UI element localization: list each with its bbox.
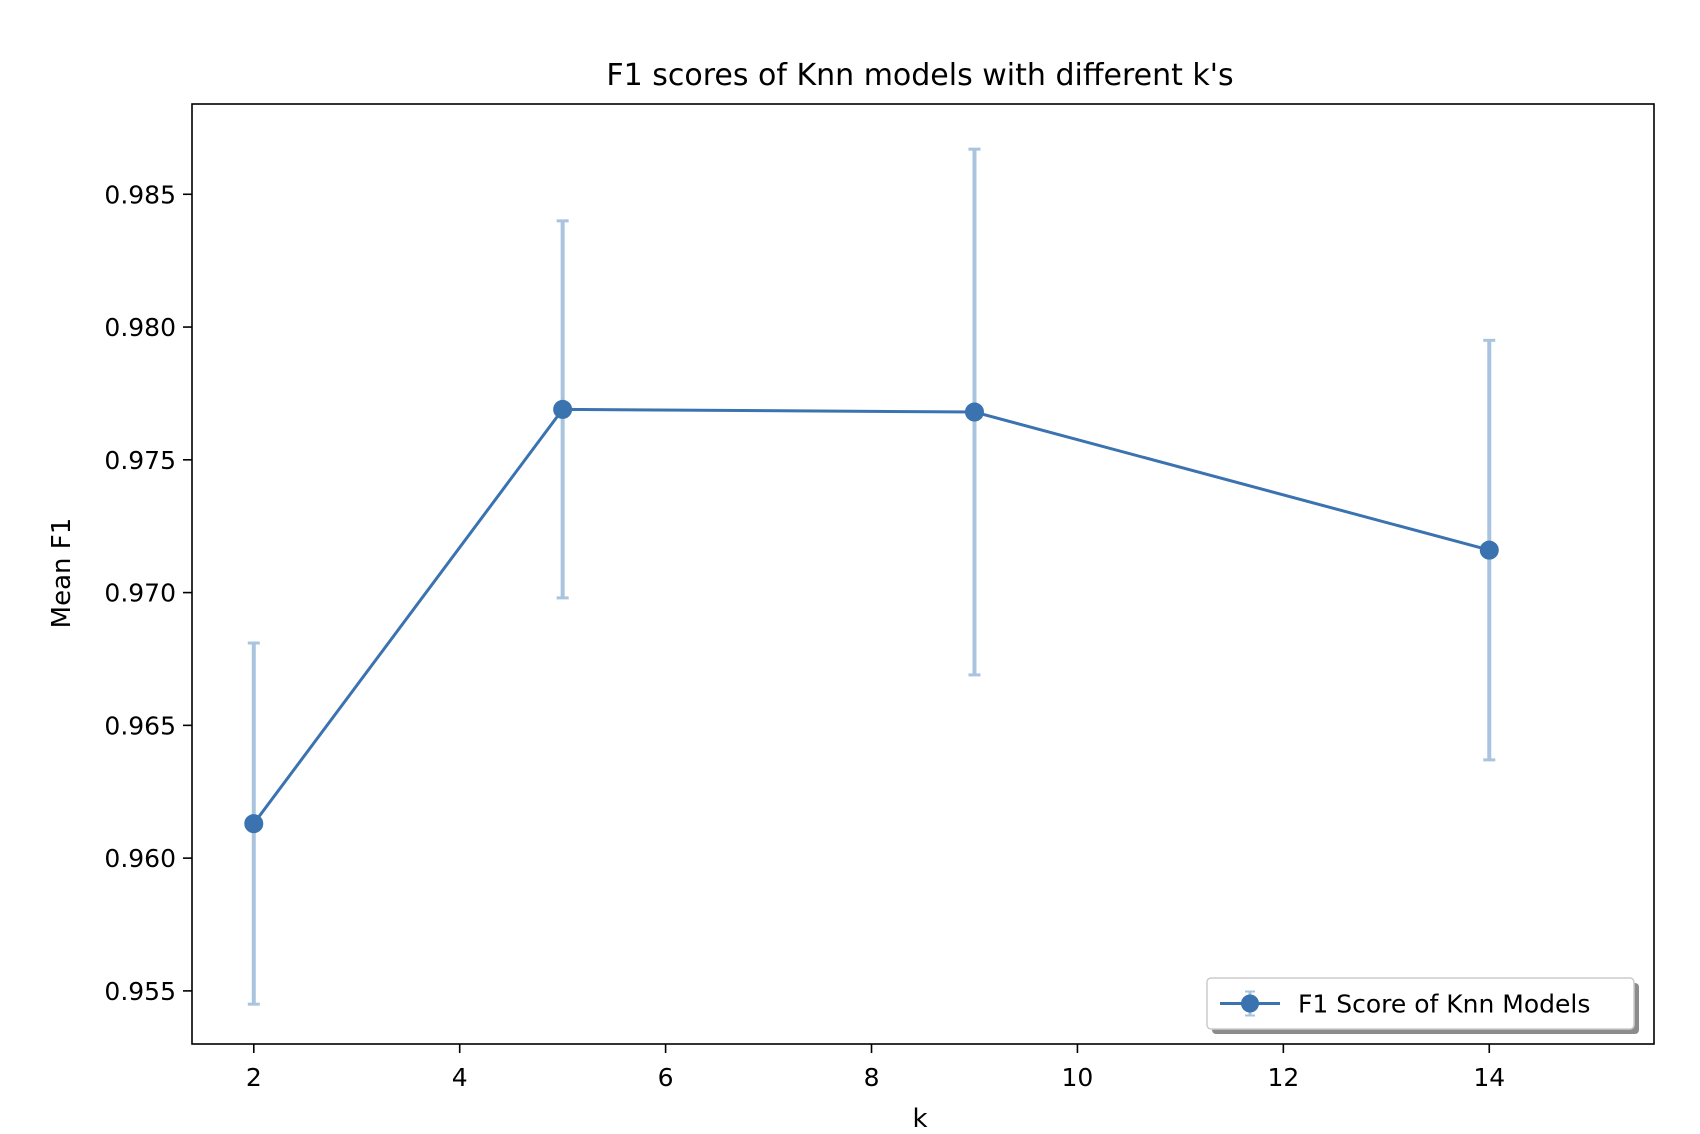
x-tick-label: 14 [1473, 1063, 1505, 1092]
series-line [252, 407, 1490, 825]
y-tick-label: 0.975 [104, 446, 176, 475]
y-tick-label: 0.965 [104, 711, 176, 740]
data-point [964, 402, 984, 422]
plot-area [244, 147, 1499, 1006]
x-tick-label: 4 [452, 1063, 468, 1092]
x-axis-label: k [912, 1104, 927, 1134]
legend-label: F1 Score of Knn Models [1298, 990, 1590, 1019]
x-axis: 2 4 6 8 10 12 14 [246, 1044, 1505, 1092]
y-tick-label: 0.980 [104, 313, 176, 342]
data-point [244, 814, 264, 834]
x-tick-label: 10 [1062, 1063, 1094, 1092]
y-tick-label: 0.970 [104, 579, 176, 608]
x-tick-label: 12 [1267, 1063, 1299, 1092]
chart-title: F1 scores of Knn models with different k… [606, 58, 1233, 93]
y-axis-label: Mean F1 [47, 518, 77, 629]
x-tick-label: 2 [246, 1063, 262, 1092]
y-axis: 0.955 0.960 0.965 0.970 0.975 0.980 0.985 [104, 180, 192, 1006]
legend-marker-swatch [1241, 994, 1259, 1013]
legend: F1 Score of Knn Models [1206, 977, 1639, 1034]
x-tick-label: 6 [658, 1063, 674, 1092]
y-tick-label: 0.985 [104, 180, 176, 209]
data-point [1479, 540, 1499, 560]
x-tick-label: 8 [864, 1063, 880, 1092]
axes-frame [191, 103, 1655, 1045]
legend-box [1206, 977, 1635, 1030]
data-point [553, 399, 573, 419]
y-tick-label: 0.955 [104, 977, 176, 1006]
y-tick-label: 0.960 [104, 844, 176, 873]
